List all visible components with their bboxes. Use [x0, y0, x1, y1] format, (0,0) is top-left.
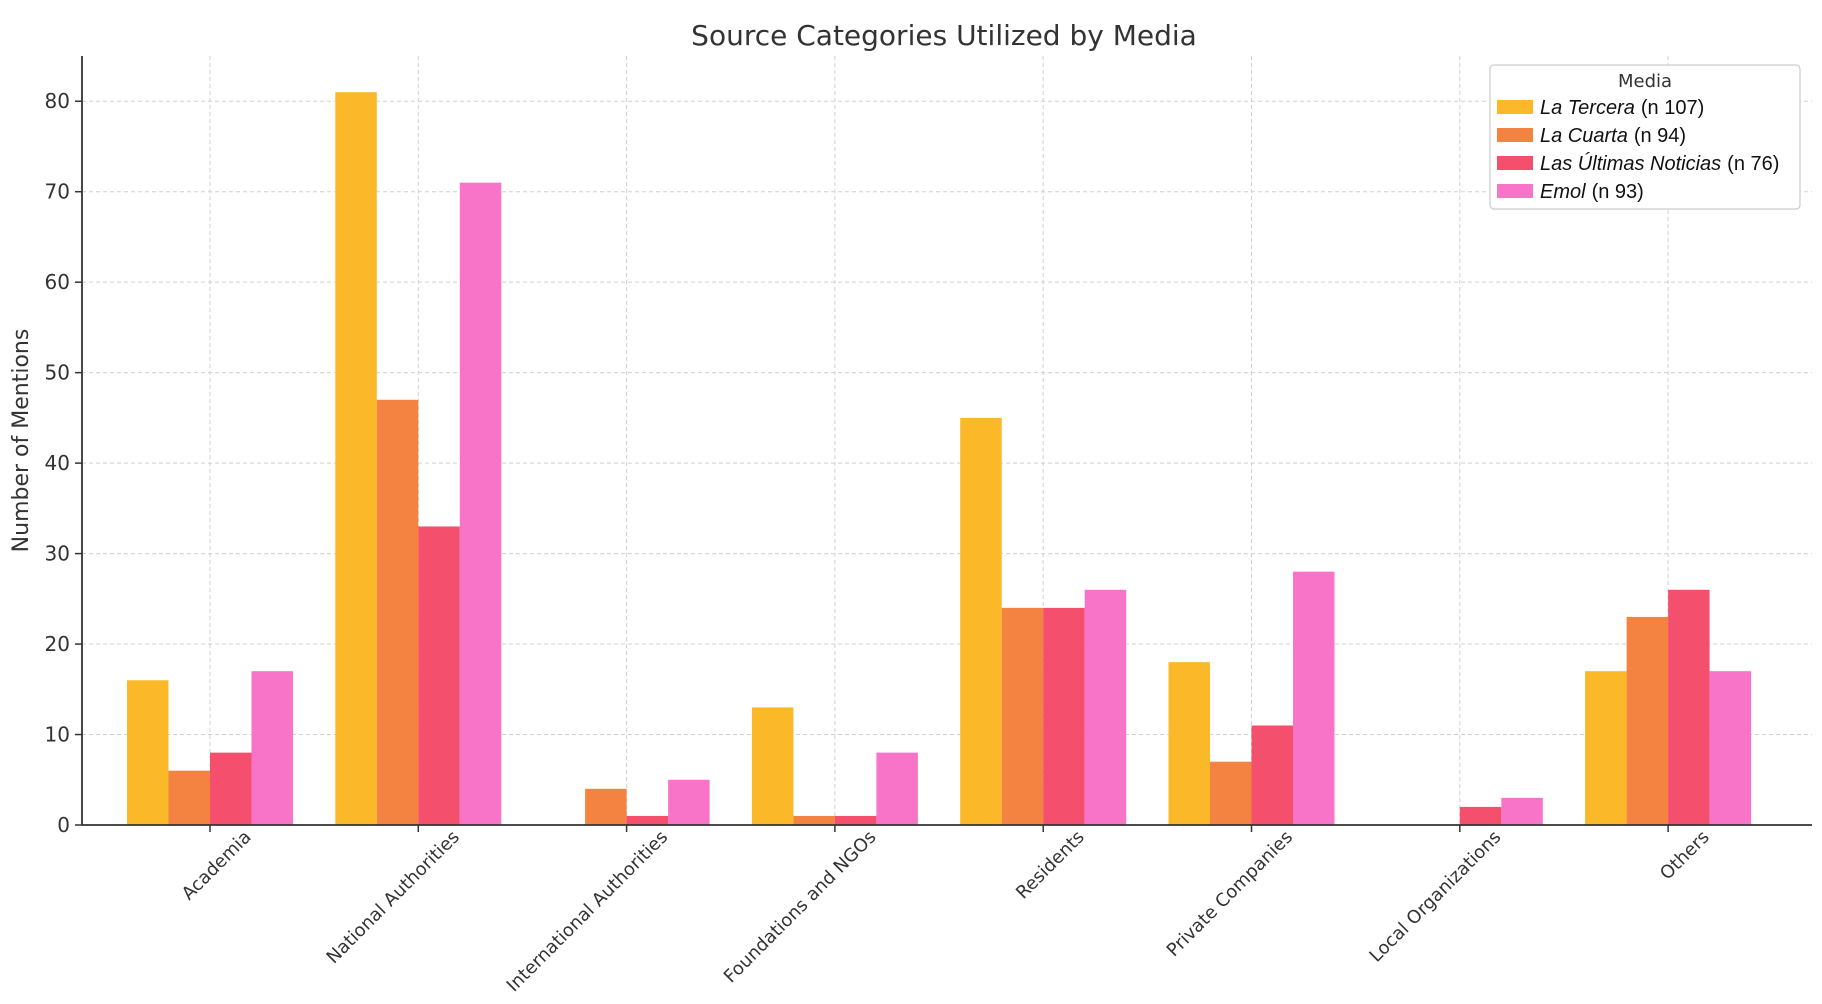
- y-tick-label: 30: [45, 542, 70, 566]
- bar: [459, 182, 502, 826]
- y-tick-label: 10: [45, 723, 70, 747]
- x-tick-label: Private Companies: [1163, 827, 1297, 961]
- bar: [1709, 671, 1752, 825]
- legend-series-name: La Tercera: [1540, 97, 1635, 119]
- bar: [1168, 662, 1210, 825]
- bar: [1001, 607, 1044, 825]
- bar: [585, 788, 627, 825]
- bar: [793, 815, 835, 825]
- x-tick-label: Others: [1656, 827, 1714, 885]
- y-tick-label: 50: [45, 361, 70, 385]
- x-tick-label: Academia: [178, 827, 256, 905]
- legend-entry: La Tercera (n 107): [1540, 97, 1704, 119]
- legend-box: [1489, 64, 1801, 210]
- y-tick-label: 80: [45, 89, 70, 113]
- legend-swatch: [1497, 100, 1533, 114]
- legend-series-count: (n 93): [1592, 181, 1644, 203]
- legend-series-count: (n 94): [1634, 125, 1686, 147]
- bar: [1293, 571, 1335, 825]
- y-tick-label: 0: [57, 813, 70, 837]
- legend-title: Media: [1618, 71, 1672, 92]
- y-tick-label: 70: [45, 180, 70, 204]
- x-tick-label: Local Organizations: [1365, 827, 1505, 967]
- legend-entry: Las Últimas Noticias (n 76): [1540, 152, 1779, 175]
- axes: [81, 56, 1812, 826]
- bar: [626, 815, 669, 825]
- x-tick-label: International Authorities: [503, 827, 673, 997]
- legend-entry: Emol (n 93): [1540, 181, 1644, 203]
- bar: [751, 707, 794, 825]
- bar: [834, 815, 877, 825]
- bar: [168, 770, 210, 825]
- y-tick-label: 20: [45, 632, 70, 656]
- y-axis-label: Number of Mentions: [9, 329, 34, 553]
- chart-title: Source Categories Utilized by Media: [691, 19, 1197, 52]
- legend-swatch: [1497, 156, 1533, 170]
- x-tick-label: Foundations and NGOs: [720, 827, 881, 988]
- legend-series-name: Las Últimas Noticias: [1540, 152, 1721, 175]
- legend-series-count: (n 76): [1727, 153, 1779, 175]
- bar: [376, 399, 419, 825]
- x-tick-label: National Authorities: [323, 827, 464, 968]
- bar: [876, 752, 918, 825]
- bar: [1459, 806, 1502, 825]
- bar: [127, 680, 169, 825]
- bar: [1668, 589, 1710, 825]
- bar: [1251, 725, 1293, 825]
- legend-series-name: Emol: [1540, 181, 1586, 203]
- legend: Media La Tercera (n 107) La Cuarta (n 94) Las…: [1489, 64, 1801, 210]
- bar: [960, 417, 1002, 825]
- legend-swatch: [1497, 128, 1533, 142]
- y-tick-labels: 0 10 20 30 40 50 60 70 80: [45, 89, 82, 837]
- bar: [418, 526, 460, 825]
- bar: [1501, 797, 1543, 825]
- y-tick-label: 40: [45, 451, 70, 475]
- legend-series-name: La Cuarta: [1540, 125, 1628, 147]
- bar: [668, 779, 710, 825]
- bar: [1585, 671, 1627, 825]
- y-tick-label: 60: [45, 270, 70, 294]
- bar: [335, 92, 377, 825]
- bar: [210, 752, 252, 825]
- bars: [127, 92, 1752, 826]
- legend-swatch: [1497, 184, 1533, 198]
- bar: [1626, 616, 1669, 825]
- bar: [1210, 761, 1252, 825]
- bar: [1084, 589, 1127, 825]
- bar: [1043, 607, 1085, 825]
- x-tick-labels: Academia National Authorities Internationa…: [178, 825, 1714, 996]
- legend-series-count: (n 107): [1641, 97, 1704, 119]
- x-tick-label: Residents: [1012, 827, 1089, 904]
- bar: [251, 671, 293, 825]
- legend-entry: La Cuarta (n 94): [1540, 125, 1686, 147]
